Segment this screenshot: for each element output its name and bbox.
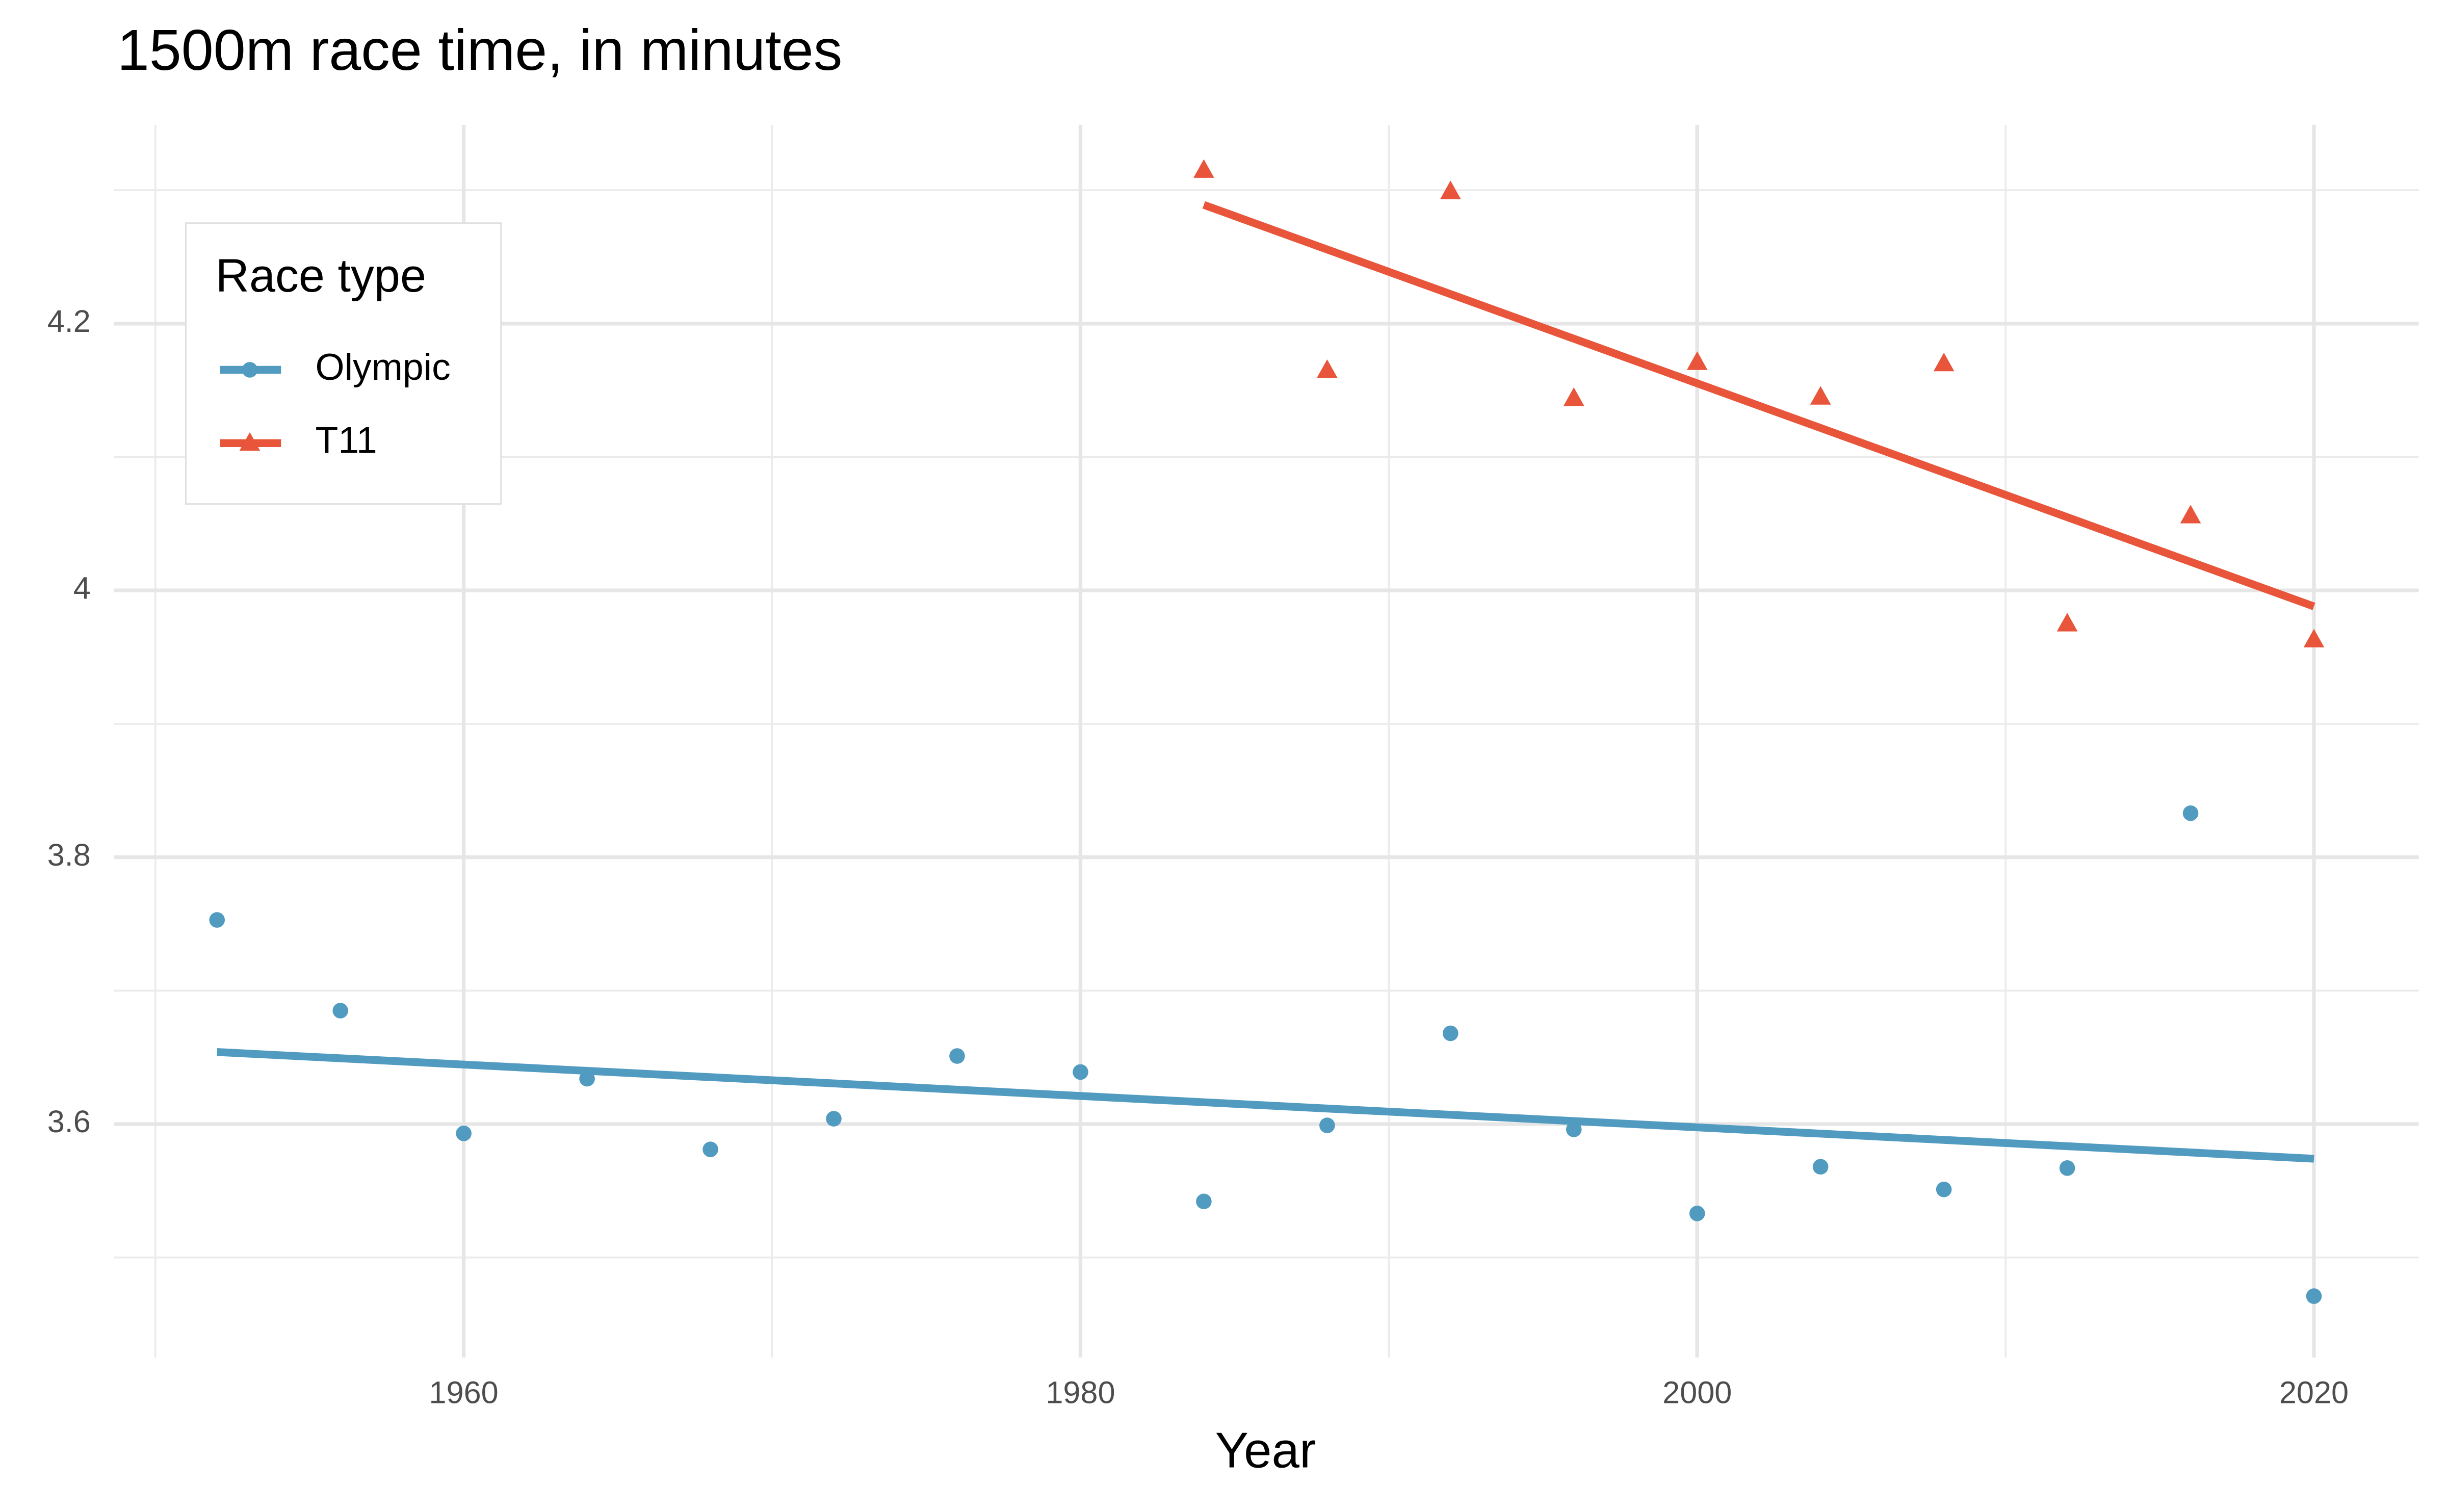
point <box>1442 1025 1459 1041</box>
point <box>1073 1064 1088 1080</box>
point <box>332 1003 349 1019</box>
x-tick-label: 2020 <box>2279 1375 2349 1410</box>
x-tick-label: 2000 <box>1662 1375 1732 1410</box>
point <box>209 912 225 928</box>
point <box>1933 352 1955 372</box>
trend-line <box>1202 201 2315 610</box>
grid <box>114 124 2419 1358</box>
point <box>826 1111 842 1127</box>
y-tick-label: 4 <box>73 570 91 605</box>
y-tick-label: 3.6 <box>47 1104 91 1139</box>
point <box>1319 1117 1335 1133</box>
point <box>1316 359 1338 378</box>
point <box>1440 180 1461 199</box>
chart-title: 1500m race time, in minutes <box>117 17 843 82</box>
legend-title: Race type <box>216 250 426 302</box>
point <box>1810 386 1831 405</box>
point <box>456 1126 472 1141</box>
point <box>1936 1181 1952 1197</box>
x-tick-label: 1980 <box>1046 1375 1115 1410</box>
point <box>1566 1122 1582 1137</box>
point <box>1563 387 1584 406</box>
x-tick-label: 1960 <box>429 1375 499 1410</box>
point <box>949 1048 965 1064</box>
point <box>2059 1160 2075 1176</box>
point <box>1196 1193 1212 1210</box>
point <box>579 1071 595 1087</box>
point <box>1193 159 1214 178</box>
legend-marker <box>242 362 258 378</box>
point <box>1686 351 1708 370</box>
point <box>2303 629 2325 648</box>
legend-marker <box>239 432 261 451</box>
trend-line <box>217 1048 2314 1163</box>
legend-box <box>185 222 502 505</box>
y-tick-label: 3.8 <box>47 838 91 872</box>
x-axis-title: Year <box>1215 1422 1316 1478</box>
point <box>702 1141 718 1158</box>
legend: Race type Olympic T11 <box>185 222 502 505</box>
legend-label: T11 <box>316 419 377 461</box>
point <box>2182 805 2199 821</box>
y-tick-label: 4.2 <box>47 304 91 338</box>
point <box>1812 1159 1829 1175</box>
point <box>2180 505 2201 524</box>
point <box>2056 613 2078 632</box>
point <box>1689 1206 1705 1221</box>
point <box>2306 1288 2322 1304</box>
legend-label: Olympic <box>316 346 451 388</box>
